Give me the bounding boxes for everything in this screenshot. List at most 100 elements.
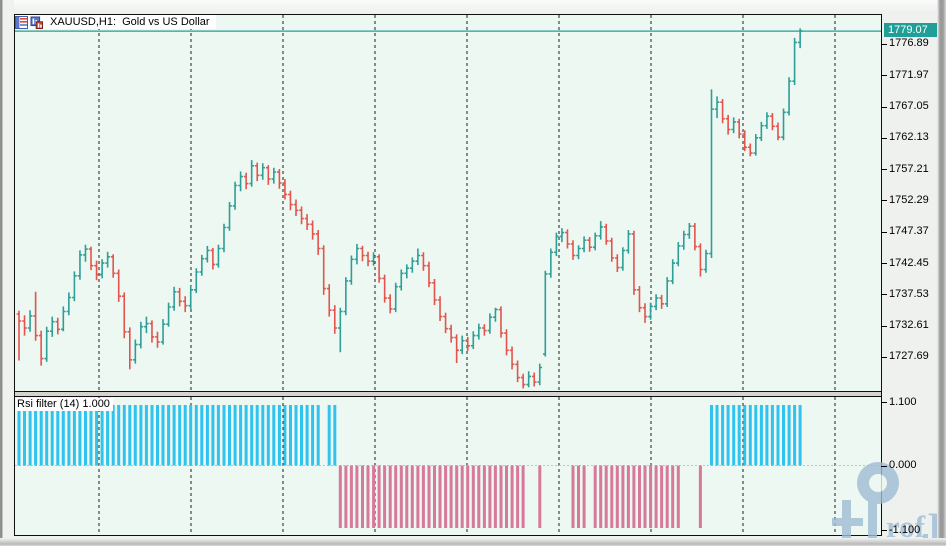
axis-label: 1752.29 bbox=[889, 194, 929, 206]
price-chart-canvas[interactable] bbox=[15, 15, 881, 391]
ohlc-bar bbox=[531, 372, 537, 387]
ohlc-bar bbox=[432, 279, 437, 306]
ohlc-bar bbox=[736, 118, 742, 139]
rsi-histogram-bar bbox=[577, 465, 580, 528]
rsi-histogram-bar bbox=[366, 465, 370, 528]
ohlc-bar bbox=[648, 302, 653, 320]
ohlc-bar bbox=[22, 315, 27, 336]
rsi-histogram-bar bbox=[122, 405, 126, 466]
ohlc-bar bbox=[747, 143, 753, 157]
rsi-histogram-bar bbox=[471, 465, 475, 528]
rsi-histogram-bar bbox=[316, 405, 320, 466]
rsi-histogram-bar bbox=[466, 465, 470, 528]
ohlc-bar bbox=[620, 247, 626, 271]
axis-tick bbox=[881, 138, 887, 139]
rsi-histogram-bar bbox=[427, 465, 431, 528]
chart-window-icon[interactable] bbox=[30, 16, 43, 29]
rsi-histogram-bar bbox=[383, 465, 387, 528]
ohlc-bar bbox=[138, 321, 144, 349]
rsi-histogram-bar bbox=[405, 465, 409, 528]
ohlc-bar bbox=[404, 264, 410, 279]
ohlc-bar bbox=[144, 316, 149, 334]
indicator-label: Rsi filter (14) 1.000 bbox=[16, 398, 113, 411]
rsi-histogram-bar bbox=[178, 405, 182, 466]
axis-tick bbox=[881, 326, 887, 327]
axis-label: 0.000 bbox=[889, 459, 917, 471]
ohlc-bar bbox=[310, 220, 315, 240]
ohlc-bar bbox=[509, 346, 515, 370]
rsi-histogram-bar bbox=[305, 405, 309, 466]
rsi-histogram-bar bbox=[327, 405, 331, 466]
rsi-histogram-bar bbox=[593, 465, 597, 528]
ohlc-bar bbox=[349, 255, 354, 285]
axis-label: 1732.61 bbox=[889, 319, 929, 331]
ohlc-bar bbox=[393, 282, 399, 313]
ohlc-bar bbox=[487, 313, 493, 334]
rsi-histogram-bar bbox=[743, 405, 747, 466]
axis-tick bbox=[881, 75, 887, 76]
axis-tick bbox=[881, 107, 887, 108]
ohlc-bar bbox=[653, 294, 659, 311]
ohlc-bar bbox=[304, 214, 310, 230]
chart-client-area bbox=[14, 14, 882, 536]
axis-tick bbox=[881, 402, 887, 403]
ohlc-bar bbox=[498, 306, 504, 338]
rsi-histogram-bar bbox=[300, 405, 303, 466]
pane-divider[interactable] bbox=[15, 391, 881, 397]
ohlc-bar bbox=[282, 179, 288, 200]
rsi-histogram-bar bbox=[133, 405, 137, 466]
rsi-histogram-bar bbox=[111, 405, 115, 466]
ohlc-bar bbox=[216, 244, 221, 268]
axis-tick bbox=[881, 44, 887, 45]
rsi-histogram-bar bbox=[61, 405, 65, 466]
indicator-pane[interactable] bbox=[15, 397, 881, 535]
rsi-histogram-bar bbox=[56, 405, 60, 466]
market-watch-icon[interactable] bbox=[15, 15, 28, 29]
rsi-histogram-bar bbox=[266, 405, 270, 466]
ohlc-bar bbox=[77, 250, 83, 280]
rsi-histogram-bar bbox=[84, 405, 87, 466]
ohlc-bar bbox=[587, 237, 592, 252]
ohlc-bar bbox=[520, 373, 526, 389]
ohlc-bar bbox=[548, 248, 554, 278]
ohlc-bar bbox=[714, 96, 720, 119]
rsi-histogram-bar bbox=[399, 465, 403, 528]
axis-tick bbox=[881, 232, 887, 233]
price-axis[interactable]: 1779.07 1776.89 1771.97 1767.05 1762.13 1757… bbox=[881, 14, 939, 536]
ohlc-bar bbox=[681, 230, 687, 250]
ohlc-bar bbox=[637, 286, 642, 313]
window-frame-bottom bbox=[0, 538, 946, 546]
rsi-histogram-bar bbox=[737, 405, 741, 466]
ohlc-bar bbox=[133, 339, 138, 364]
rsi-histogram-bar bbox=[50, 405, 54, 466]
ohlc-bar bbox=[221, 223, 227, 253]
rsi-histogram-bar bbox=[732, 405, 736, 466]
price-pane[interactable] bbox=[15, 15, 881, 391]
ohlc-bar bbox=[426, 261, 432, 288]
ohlc-bar bbox=[243, 172, 249, 190]
ohlc-bar bbox=[626, 230, 631, 254]
axis-tick bbox=[881, 294, 887, 295]
ohlc-bar bbox=[182, 296, 188, 313]
ohlc-bar bbox=[764, 112, 770, 129]
ohlc-bar bbox=[44, 326, 49, 362]
indicator-canvas[interactable] bbox=[15, 397, 881, 535]
rsi-histogram-bar bbox=[128, 405, 132, 466]
rsi-histogram-bar bbox=[200, 405, 204, 466]
rsi-histogram-bar bbox=[394, 465, 398, 528]
ohlc-bar bbox=[731, 117, 736, 134]
ohlc-bar bbox=[493, 307, 498, 322]
ohlc-bar bbox=[332, 305, 338, 334]
rsi-histogram-bar bbox=[571, 465, 575, 528]
rsi-histogram-bar bbox=[277, 405, 281, 466]
window-frame-left bbox=[0, 0, 14, 546]
rsi-histogram-bar bbox=[776, 405, 780, 466]
ohlc-bar bbox=[177, 287, 182, 307]
rsi-histogram-bar bbox=[416, 465, 420, 528]
ohlc-bar bbox=[775, 122, 781, 141]
rsi-histogram-bar bbox=[28, 405, 32, 466]
ohlc-bar bbox=[670, 259, 676, 285]
ohlc-bar bbox=[537, 363, 543, 386]
axis-label: 1737.53 bbox=[889, 288, 929, 300]
